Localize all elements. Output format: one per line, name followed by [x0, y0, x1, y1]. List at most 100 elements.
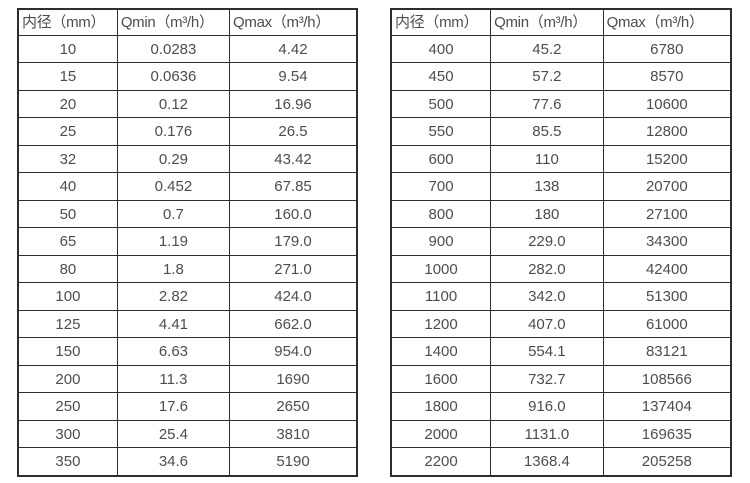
- table-row: 50 0.7 160.0: [17, 199, 358, 229]
- table-cell: 8570: [602, 62, 732, 91]
- table-cell: 17.6: [116, 392, 231, 421]
- header-row: 内径（mm） Qmin（m³/h） Qmax（m³/h）: [17, 8, 358, 36]
- table-cell: 300: [17, 419, 118, 449]
- table-cell: 0.0283: [116, 34, 231, 64]
- table-cell: 271.0: [229, 254, 358, 284]
- table-cell: 600: [390, 144, 492, 174]
- table-cell: 0.176: [116, 117, 231, 146]
- table-cell: 125: [17, 309, 118, 339]
- table-row: 1000 282.0 42400: [390, 254, 732, 284]
- table-cell: 50: [17, 199, 118, 229]
- table-cell: 110: [490, 144, 604, 174]
- column-header: 内径（mm）: [17, 8, 118, 36]
- table-cell: 160.0: [229, 199, 358, 229]
- table-cell: 85.5: [490, 117, 604, 146]
- table-cell: 662.0: [229, 309, 358, 339]
- table-cell: 2650: [229, 392, 358, 421]
- table-row: 350 34.6 5190: [17, 447, 358, 477]
- table-cell: 0.12: [116, 89, 231, 119]
- table-cell: 1200: [390, 309, 492, 339]
- header-row: 内径（mm） Qmin（m³/h） Qmax（m³/h）: [390, 8, 732, 36]
- table-cell: 25.4: [116, 419, 231, 449]
- table-cell: 16.96: [229, 89, 358, 119]
- table-cell: 732.7: [490, 364, 604, 394]
- table-row: 15 0.0636 9.54: [17, 62, 358, 91]
- table-row: 1600 732.7 108566: [390, 364, 732, 394]
- table-cell: 179.0: [229, 227, 358, 256]
- table-row: 150 6.63 954.0: [17, 337, 358, 366]
- table-cell: 83121: [602, 337, 732, 366]
- table-cell: 4.42: [229, 34, 358, 64]
- table-cell: 2.82: [116, 282, 231, 311]
- table-cell: 1368.4: [490, 447, 604, 477]
- table-cell: 916.0: [490, 392, 604, 421]
- table-cell: 61000: [602, 309, 732, 339]
- table-cell: 1131.0: [490, 419, 604, 449]
- table-cell: 25: [17, 117, 118, 146]
- table-cell: 424.0: [229, 282, 358, 311]
- table-cell: 200: [17, 364, 118, 394]
- table-row: 125 4.41 662.0: [17, 309, 358, 339]
- table-cell: 10: [17, 34, 118, 64]
- table-cell: 0.452: [116, 172, 231, 201]
- table-row: 900 229.0 34300: [390, 227, 732, 256]
- table-cell: 77.6: [490, 89, 604, 119]
- table-cell: 80: [17, 254, 118, 284]
- table-cell: 450: [390, 62, 492, 91]
- table-row: 20 0.12 16.96: [17, 89, 358, 119]
- table-cell: 42400: [602, 254, 732, 284]
- flow-rate-table-small-diameters: 内径（mm） Qmin（m³/h） Qmax（m³/h） 10 0.0283 4.42 15…: [17, 8, 358, 477]
- table-cell: 0.0636: [116, 62, 231, 91]
- column-header: Qmin（m³/h）: [490, 8, 604, 36]
- table-row: 600 110 15200: [390, 144, 732, 174]
- table-row: 800 180 27100: [390, 199, 732, 229]
- table-cell: 150: [17, 337, 118, 366]
- column-header: 内径（mm）: [390, 8, 492, 36]
- table-cell: 15: [17, 62, 118, 91]
- table-cell: 1800: [390, 392, 492, 421]
- table-row: 700 138 20700: [390, 172, 732, 201]
- table-row: 500 77.6 10600: [390, 89, 732, 119]
- table-cell: 20700: [602, 172, 732, 201]
- table-row: 40 0.452 67.85: [17, 172, 358, 201]
- table-cell: 108566: [602, 364, 732, 394]
- table-cell: 11.3: [116, 364, 231, 394]
- table-cell: 550: [390, 117, 492, 146]
- table-row: 80 1.8 271.0: [17, 254, 358, 284]
- table-cell: 10600: [602, 89, 732, 119]
- table-row: 450 57.2 8570: [390, 62, 732, 91]
- table-cell: 954.0: [229, 337, 358, 366]
- table-cell: 137404: [602, 392, 732, 421]
- table-cell: 350: [17, 447, 118, 477]
- table-cell: 1.19: [116, 227, 231, 256]
- flow-rate-table-large-diameters: 内径（mm） Qmin（m³/h） Qmax（m³/h） 400 45.2 6780 450…: [390, 8, 732, 477]
- table-cell: 27100: [602, 199, 732, 229]
- table-row: 550 85.5 12800: [390, 117, 732, 146]
- table-cell: 1100: [390, 282, 492, 311]
- table-cell: 43.42: [229, 144, 358, 174]
- table-row: 1200 407.0 61000: [390, 309, 732, 339]
- table-cell: 407.0: [490, 309, 604, 339]
- column-header: Qmax（m³/h）: [602, 8, 732, 36]
- table-cell: 400: [390, 34, 492, 64]
- table-row: 25 0.176 26.5: [17, 117, 358, 146]
- table-row: 2000 1131.0 169635: [390, 419, 732, 449]
- table-row: 2200 1368.4 205258: [390, 447, 732, 477]
- table-cell: 205258: [602, 447, 732, 477]
- table-cell: 2000: [390, 419, 492, 449]
- table-cell: 800: [390, 199, 492, 229]
- table-cell: 32: [17, 144, 118, 174]
- table-cell: 9.54: [229, 62, 358, 91]
- table-cell: 700: [390, 172, 492, 201]
- table-cell: 6.63: [116, 337, 231, 366]
- table-cell: 6780: [602, 34, 732, 64]
- table-row: 400 45.2 6780: [390, 34, 732, 64]
- table-row: 1400 554.1 83121: [390, 337, 732, 366]
- table-cell: 15200: [602, 144, 732, 174]
- table-row: 250 17.6 2650: [17, 392, 358, 421]
- table-cell: 67.85: [229, 172, 358, 201]
- column-header: Qmin（m³/h）: [116, 8, 231, 36]
- table-cell: 51300: [602, 282, 732, 311]
- table-row: 300 25.4 3810: [17, 419, 358, 449]
- table-row: 1800 916.0 137404: [390, 392, 732, 421]
